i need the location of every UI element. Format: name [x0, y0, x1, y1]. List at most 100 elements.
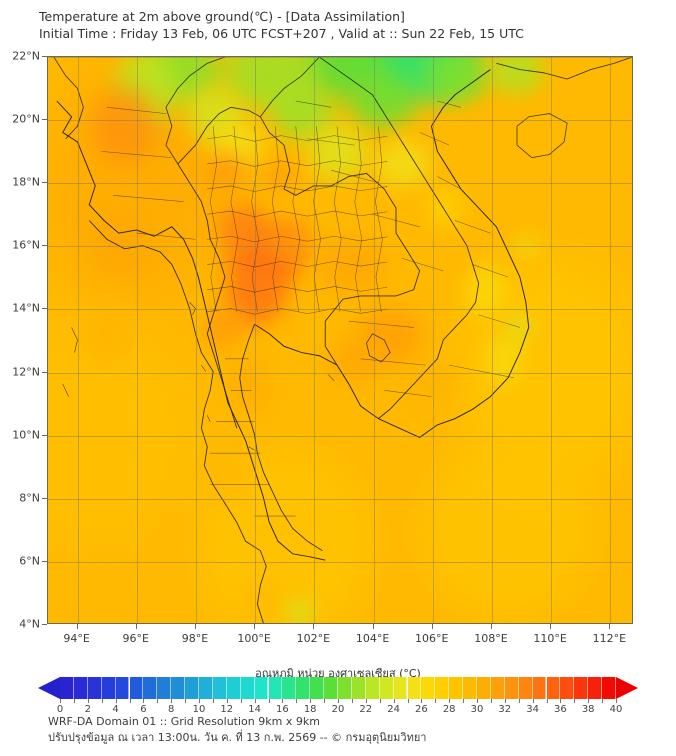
map-line [207, 286, 388, 293]
temperature-blob [205, 445, 258, 514]
colorbar-segment [379, 677, 394, 699]
latitude-tickmark [42, 119, 47, 121]
colorbar-segment [560, 677, 575, 699]
colorbar-segment [574, 677, 589, 699]
latitude-tickmark [42, 308, 47, 310]
colorbar-tickmark [212, 699, 214, 703]
colorbar-title: อุณหภูมิ หน่วย องศาเซลเซียส (°C) [255, 667, 421, 680]
temperature-blob [513, 232, 542, 261]
map-line [360, 358, 426, 366]
colorbar-segment [199, 677, 213, 699]
colorbar-tickmark [101, 699, 103, 703]
map-line [189, 302, 196, 316]
colorbar-tick-label: 28 [442, 704, 456, 715]
colorbar-segment [407, 677, 422, 699]
map-line [101, 151, 172, 158]
colorbar-tickmark [240, 699, 242, 703]
colorbar-tickmark [199, 699, 200, 703]
temperature-blob [196, 302, 249, 355]
colorbar-tickmark [73, 699, 75, 703]
map-line [295, 100, 332, 108]
colorbar-tick-label: 2 [84, 704, 91, 715]
map-line [177, 106, 421, 366]
colorbar-tick-label: 6 [140, 704, 147, 715]
gridline-vertical [373, 57, 375, 623]
longitude-tickmark [431, 624, 433, 629]
latitude-tick-label: 6°N [19, 554, 40, 568]
latitude-tick-label: 20°N [12, 112, 40, 126]
map-line [401, 258, 444, 272]
map-line [454, 220, 491, 234]
colorbar-tickmark [435, 699, 437, 703]
colorbar-tick-label: 12 [220, 704, 234, 715]
latitude-tickmark [42, 245, 47, 247]
colorbar-tick-label: 32 [498, 704, 512, 715]
colorbar-segment [240, 677, 255, 699]
colorbar-segment [73, 677, 88, 699]
map-frame [47, 56, 633, 624]
coastline-and-borders-overlay [53, 57, 632, 623]
gridline-vertical [432, 57, 434, 623]
temperature-blob [460, 256, 513, 325]
map-line [348, 320, 414, 328]
colorbar-tickmark [296, 699, 298, 703]
colorbar-tickmark [129, 699, 131, 703]
page-subtitle: Initial Time : Friday 13 Feb, 06 UTC FCS… [39, 26, 524, 41]
latitude-tickmark [42, 182, 47, 184]
colorbar-tickmark [504, 699, 506, 703]
colorbar-tick-label: 14 [248, 704, 261, 715]
gridline-horizontal [48, 309, 632, 311]
temperature-blob [400, 357, 465, 414]
map-line [206, 415, 211, 422]
colorbar-tickmark [588, 699, 590, 703]
colorbar-segment [143, 677, 158, 699]
temperature-blob [300, 556, 353, 605]
colorbar-tickmark [60, 699, 61, 703]
map-line [354, 126, 363, 312]
colorbar-segment [171, 677, 186, 699]
colorbar-segment [157, 677, 172, 699]
map-line [366, 333, 391, 363]
colorbar-segment [296, 677, 311, 699]
temperature-field [48, 57, 632, 623]
colorbar-tickmark [379, 699, 381, 703]
map-line [136, 232, 196, 240]
longitude-tickmark [194, 624, 196, 629]
gridline-horizontal [48, 120, 632, 122]
colorbar-tick-label: 16 [276, 704, 289, 715]
longitude-tickmark [609, 624, 611, 629]
temperature-blob [396, 420, 617, 623]
map-container[interactable] [47, 56, 633, 624]
longitude-tick-label: 102°E [296, 632, 331, 645]
longitude-tickmark [76, 624, 78, 629]
colorbar[interactable]: 0 2 4 6 8 10 12 14 16 18 20 22 24 26 28 30 32 34 36 38 40 [38, 677, 638, 715]
gridline-vertical [610, 57, 612, 623]
gridline-horizontal [48, 246, 632, 248]
colorbar-tick-label: 20 [331, 704, 345, 715]
colorbar-tickmark [115, 699, 117, 703]
colorbar-tickmark [407, 699, 409, 703]
map-line [88, 220, 267, 623]
colorbar-tickmark [171, 699, 173, 703]
colorbar-tickmark [338, 699, 339, 703]
map-line [331, 169, 379, 184]
longitude-tick-label: 108°E [474, 632, 508, 645]
colorbar-tickmark [87, 699, 89, 703]
latitude-tick-label: 8°N [19, 491, 40, 505]
colorbar-tickmark [185, 699, 187, 703]
colorbar-tick-label: 30 [470, 704, 484, 715]
colorbar-tickmark [560, 699, 562, 703]
colorbar-segment [254, 677, 269, 699]
colorbar-tickmark [518, 699, 520, 703]
colorbar-body [60, 677, 616, 699]
map-line [112, 195, 184, 202]
gridline-vertical [551, 57, 553, 623]
colorbar-tickmark [546, 699, 548, 703]
colorbar-segment [490, 677, 505, 699]
page-title: Temperature at 2m above ground(℃) - [Dat… [39, 9, 405, 24]
temperature-blob [254, 154, 303, 199]
longitude-tickmark [372, 624, 374, 629]
colorbar-tickmark [449, 699, 451, 703]
latitude-tickmark [42, 624, 47, 625]
map-line [201, 364, 207, 372]
